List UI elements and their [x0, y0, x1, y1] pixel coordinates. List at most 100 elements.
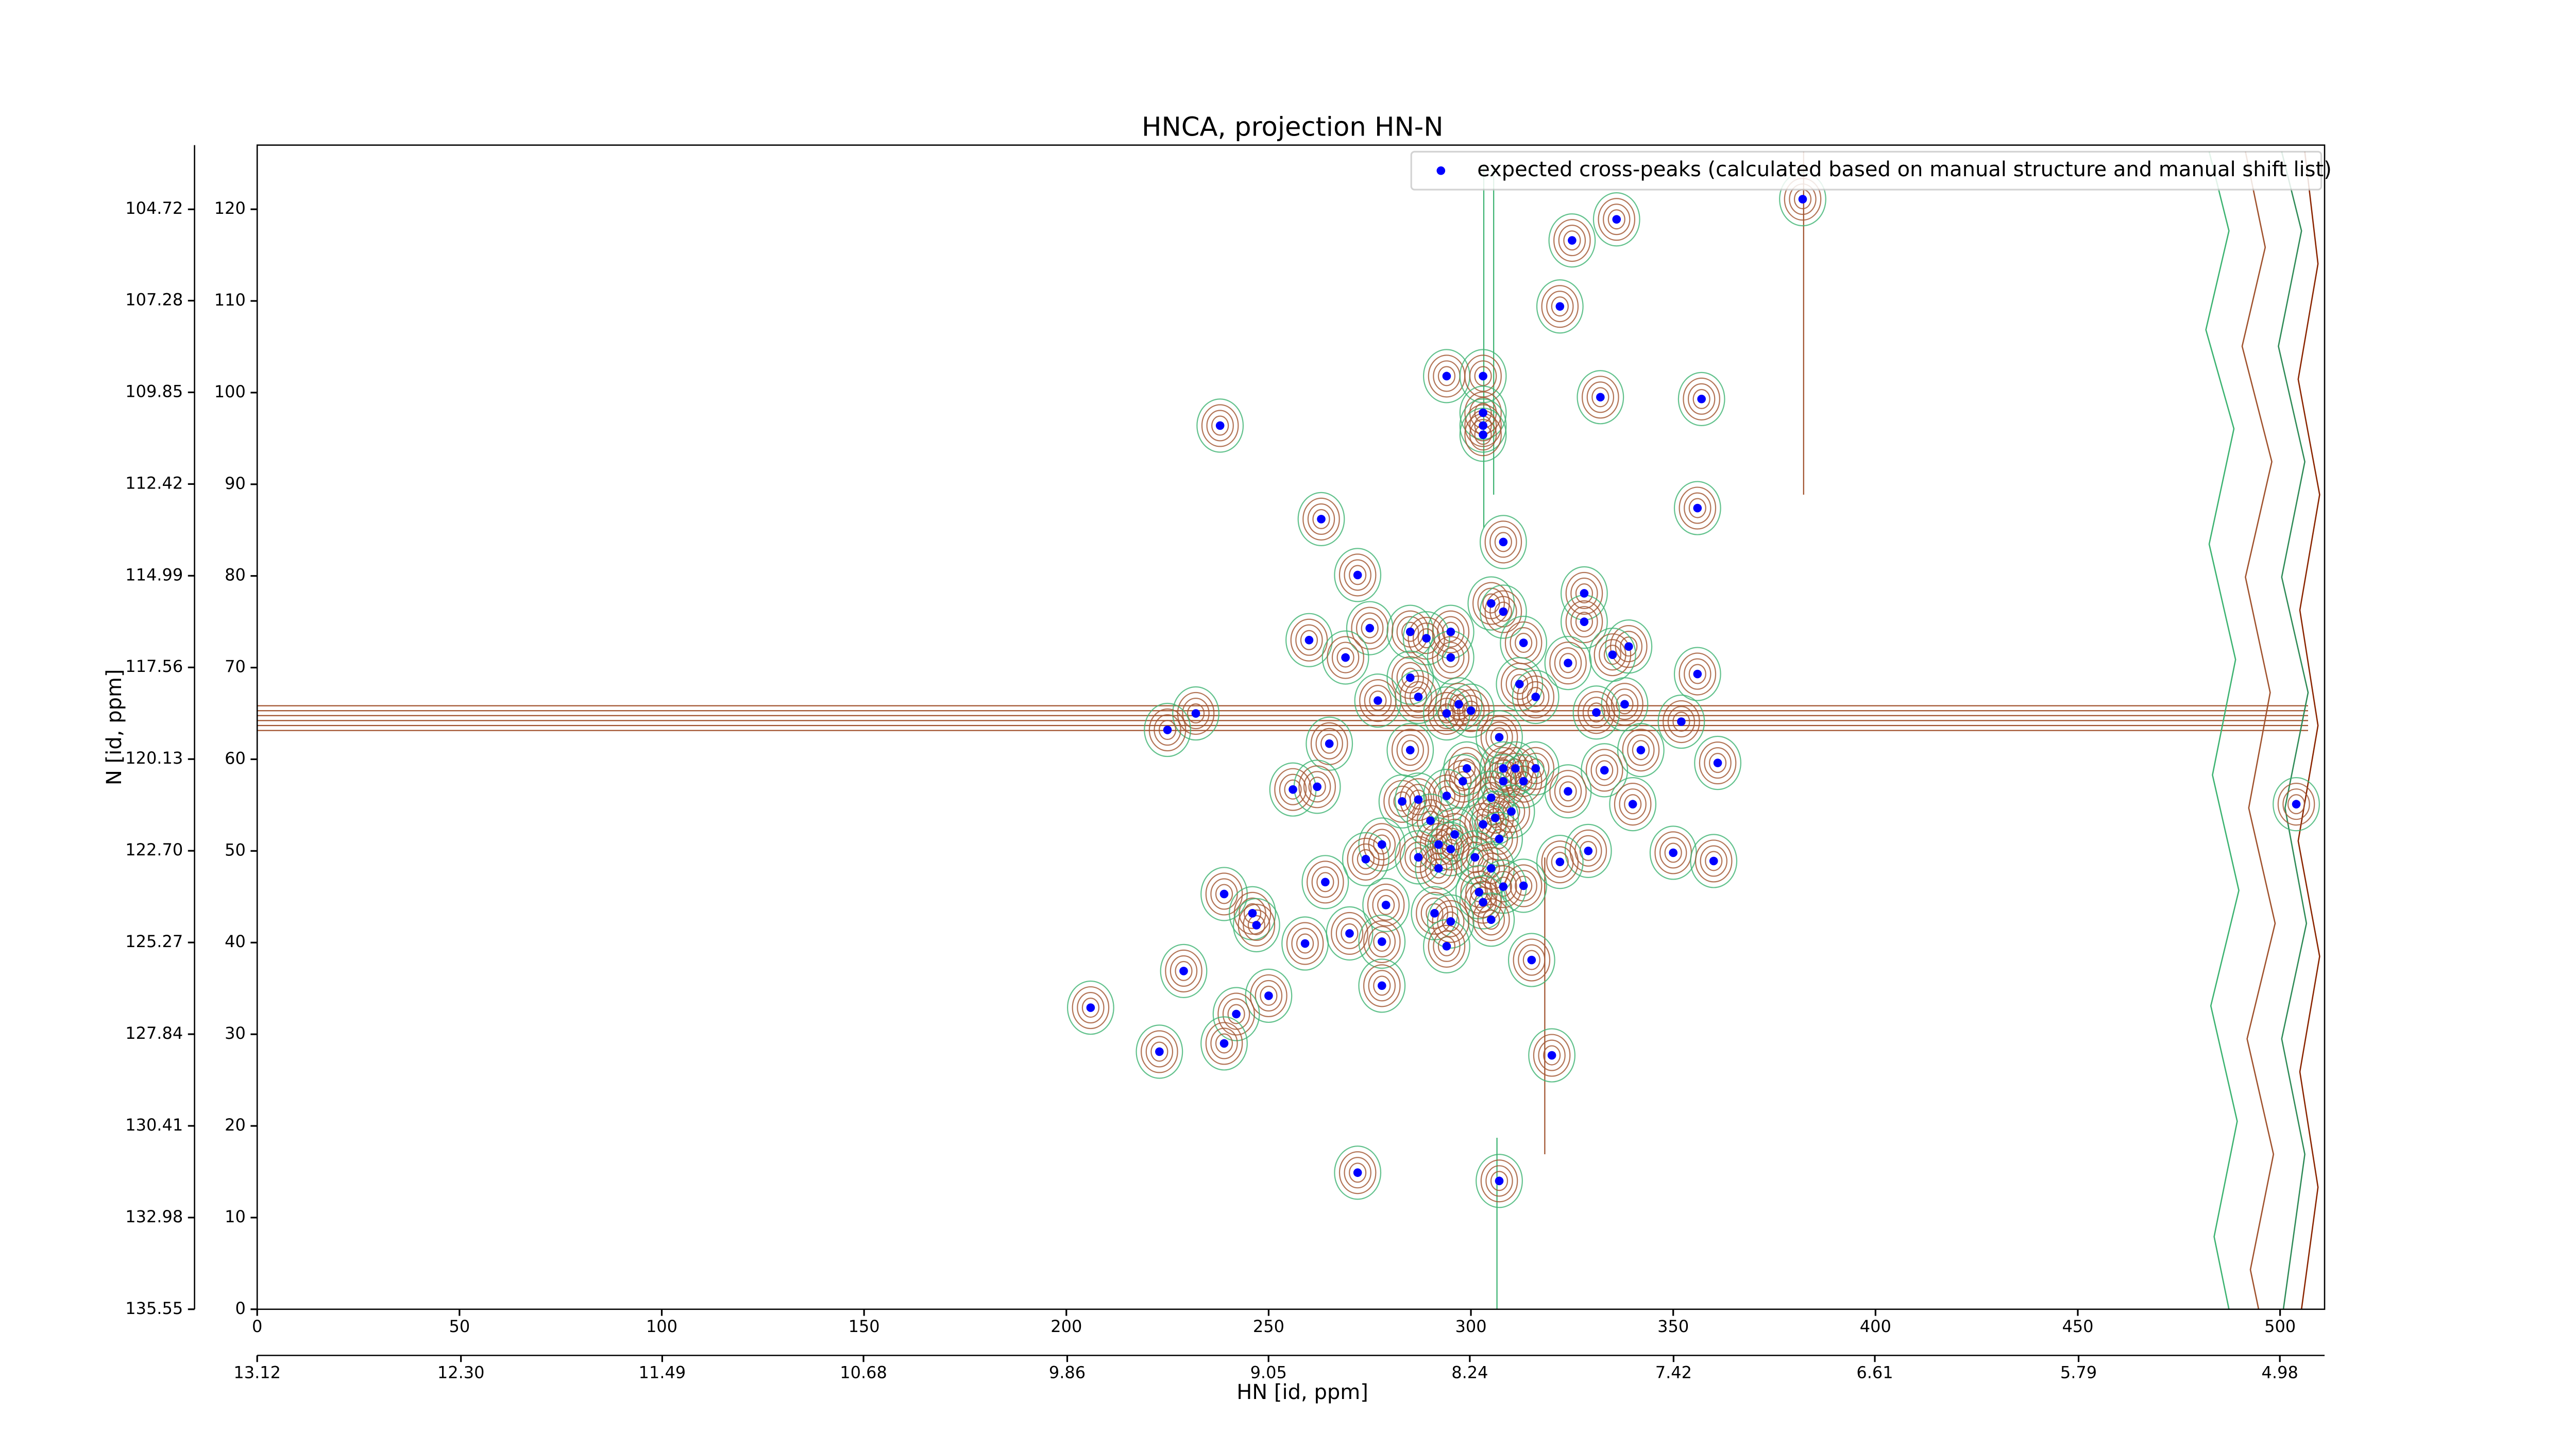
contour: [1378, 774, 1426, 829]
contour: [1559, 653, 1577, 673]
contour: [1570, 606, 1598, 638]
contour: [1364, 685, 1392, 717]
contour: [1274, 768, 1312, 811]
cross-peak: [1486, 864, 1496, 873]
contour: [1160, 943, 1208, 999]
contour: [1279, 773, 1307, 805]
contour: [1549, 642, 1587, 685]
y2-tick-label: 114.99: [125, 565, 183, 584]
contour: [1200, 1016, 1248, 1071]
contour: [1210, 1027, 1238, 1059]
contour: [1239, 897, 1266, 929]
cross-peak: [1713, 759, 1722, 767]
contour: [1433, 697, 1461, 730]
contour: [1462, 700, 1480, 721]
cross-peak: [1531, 764, 1540, 773]
contour: [1607, 209, 1625, 230]
contour: [1459, 408, 1507, 462]
y-tick-label: 40: [225, 932, 246, 951]
contour: [1377, 895, 1395, 915]
y2-tick-label: 112.42: [125, 473, 183, 493]
contour: [1477, 904, 1505, 936]
cross-peak: [1304, 635, 1314, 645]
x-tick-label: 350: [1657, 1317, 1689, 1336]
y-tick-label: 0: [235, 1299, 245, 1318]
contour: [1315, 728, 1343, 760]
contour: [1527, 686, 1545, 707]
cross-peak: [1414, 795, 1423, 804]
y2-tick-label: 109.85: [125, 381, 183, 401]
contour: [1295, 624, 1323, 656]
contour: [1458, 758, 1476, 779]
cross-peak: [1155, 1047, 1164, 1056]
contour: [1306, 716, 1353, 771]
contour: [1437, 642, 1465, 673]
contour: [1485, 823, 1513, 855]
contour: [1599, 639, 1626, 671]
contour: [1368, 970, 1396, 1002]
contour: [1544, 636, 1592, 690]
cross-peak: [1479, 408, 1487, 417]
contour: [1373, 834, 1391, 855]
contour: [1430, 858, 1448, 879]
contour: [1515, 633, 1533, 653]
contour: [1349, 1162, 1367, 1183]
cross-peak: [1426, 816, 1435, 825]
contour: [1284, 779, 1302, 800]
cross-peak: [1507, 807, 1516, 816]
cross-peak: [1446, 845, 1455, 854]
contour: [1205, 872, 1243, 916]
contour: [1692, 389, 1710, 409]
x2-tick-label: 10.68: [840, 1363, 887, 1383]
contour: [1344, 1157, 1371, 1189]
contour: [1286, 922, 1324, 965]
y-tick-label: 50: [225, 840, 246, 860]
cross-peak: [1620, 700, 1629, 709]
contour: [1150, 1041, 1168, 1062]
cross-peak: [1596, 393, 1605, 402]
contour: [1291, 928, 1319, 959]
contour: [1457, 695, 1485, 727]
contour: [1296, 933, 1314, 954]
contour: [1428, 924, 1466, 968]
contour: [1617, 723, 1665, 778]
contour: [1416, 891, 1453, 935]
contour: [1510, 870, 1537, 902]
contour: [1679, 652, 1717, 696]
contour: [1260, 985, 1278, 1006]
cross-peak: [1515, 680, 1524, 688]
cross-peak: [1608, 650, 1617, 659]
cross-peak: [1430, 908, 1439, 918]
contour: [1536, 279, 1584, 334]
contour: [1196, 398, 1244, 453]
contour: [1395, 830, 1442, 885]
contour: [1432, 636, 1470, 679]
contour: [1512, 669, 1560, 724]
cross-peak: [1353, 570, 1362, 580]
cross-peak: [1555, 302, 1565, 311]
contour: [1361, 618, 1379, 638]
contour: [1469, 419, 1497, 451]
contour: [1694, 735, 1741, 790]
contour: [1609, 625, 1648, 668]
contour: [1484, 747, 1522, 790]
contour: [1482, 909, 1500, 930]
contour: [1423, 919, 1470, 973]
contour: [1302, 497, 1340, 541]
contour: [1428, 692, 1466, 735]
contour: [1594, 633, 1632, 677]
x-tick-label: 500: [2264, 1317, 2296, 1336]
contour: [1358, 958, 1406, 1013]
y-tick-label: 110: [214, 290, 246, 310]
contour: [1521, 681, 1550, 713]
contour: [1243, 903, 1262, 923]
cross-peak: [1612, 215, 1621, 224]
contour: [1657, 694, 1705, 749]
cross-peak: [1564, 787, 1572, 796]
contour: [1622, 729, 1660, 772]
x2-tick-label: 7.42: [1655, 1363, 1692, 1383]
contour: [1490, 1171, 1509, 1191]
contour: [1564, 823, 1612, 878]
contour: [1331, 912, 1368, 955]
contour: [1569, 829, 1607, 872]
